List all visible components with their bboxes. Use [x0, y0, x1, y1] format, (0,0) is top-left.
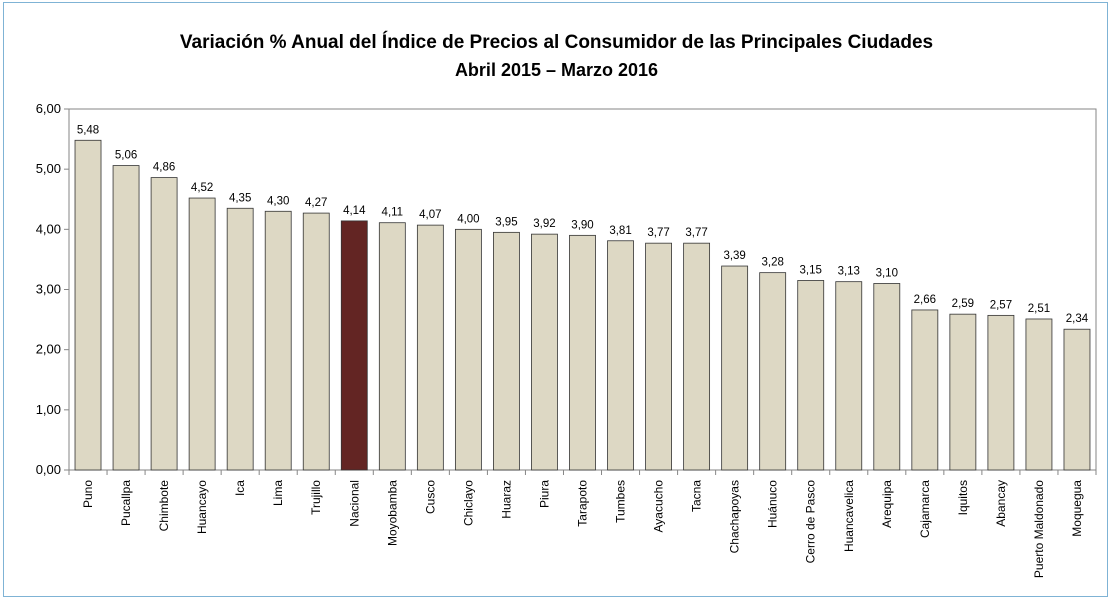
bar [340, 220, 368, 471]
x-tick-label: Huaraz [499, 480, 513, 519]
data-label: 3,28 [761, 257, 783, 269]
data-label: 4,11 [382, 207, 404, 219]
y-tick-label: 3,00 [36, 282, 61, 297]
bar [911, 309, 939, 471]
x-tick-label: Ica [233, 480, 247, 496]
chart-subtitle: Abril 2015 – Marzo 2016 [454, 60, 659, 80]
bar [188, 197, 216, 471]
data-label: 2,66 [914, 294, 936, 306]
data-label: 4,27 [305, 197, 327, 209]
bar [302, 212, 330, 471]
data-label: 2,57 [990, 299, 1012, 311]
bar [759, 272, 787, 471]
x-tick-label: Nacional [347, 480, 361, 527]
x-tick-label: Puno [81, 480, 95, 508]
x-tick-label: Huancavelica [842, 480, 856, 552]
bar [531, 233, 558, 471]
data-label: 2,51 [1028, 303, 1050, 315]
bar [797, 280, 825, 471]
bar [416, 224, 444, 471]
data-label: 4,14 [343, 205, 366, 217]
data-label: 3,77 [685, 227, 707, 239]
x-tick-label: Chiclayo [461, 480, 475, 526]
y-tick-label: 2,00 [36, 342, 61, 357]
x-tick-label: Chachapoyas [728, 480, 742, 553]
bar [835, 281, 863, 471]
y-tick-label: 4,00 [36, 221, 61, 236]
bar [987, 314, 1015, 471]
x-tick-label: Huánuco [766, 480, 780, 528]
x-tick-label: Cerro de Pasco [804, 480, 818, 564]
bar [873, 283, 901, 471]
x-tick-label: Arequipa [880, 480, 894, 528]
data-label: 4,86 [153, 162, 175, 174]
bar [264, 210, 292, 471]
bar [721, 265, 749, 471]
chart-title: Variación % Anual del Índice de Precios … [179, 32, 934, 53]
x-tick-label: Puerto Maldonado [1032, 480, 1046, 578]
bar [74, 139, 102, 471]
y-tick-label: 5,00 [36, 161, 61, 176]
x-tick-label: Moyobamba [385, 480, 399, 546]
x-tick-label: Iquitos [956, 480, 970, 515]
data-label: 3,39 [723, 250, 745, 262]
data-label: 4,30 [267, 195, 289, 207]
x-tick-label: Tacna [690, 480, 704, 512]
data-label: 3,90 [571, 219, 593, 231]
data-label: 4,35 [229, 192, 251, 204]
bar [226, 207, 254, 471]
x-tick-label: Piura [537, 480, 551, 508]
data-label: 2,34 [1066, 313, 1089, 325]
data-label: 5,48 [77, 124, 99, 136]
bar [607, 240, 634, 471]
data-label: 3,77 [647, 227, 669, 239]
y-tick-label: 1,00 [36, 402, 61, 417]
bar [683, 242, 711, 471]
data-label: 3,95 [495, 216, 517, 228]
data-label: 3,92 [533, 218, 555, 230]
bar [150, 177, 178, 471]
x-tick-label: Trujillo [309, 480, 323, 515]
x-tick-label: Huancayo [195, 480, 209, 534]
bar [645, 242, 672, 471]
x-tick-label: Lima [271, 480, 285, 506]
x-tick-label: Pucallpa [119, 480, 133, 526]
bar [454, 228, 482, 471]
bar [949, 313, 977, 471]
data-label: 4,07 [419, 209, 441, 221]
x-tick-label: Tarapoto [576, 480, 590, 527]
bar [112, 165, 140, 471]
data-label: 4,00 [457, 213, 479, 225]
data-label: 3,81 [609, 225, 631, 237]
data-label: 5,06 [115, 150, 137, 162]
bar [493, 231, 520, 471]
bar [378, 222, 406, 471]
data-label: 2,59 [952, 298, 974, 310]
x-tick-label: Tumbes [614, 480, 628, 523]
y-tick-label: 0,00 [36, 462, 61, 477]
bar [569, 234, 596, 471]
x-tick-label: Moquegua [1070, 480, 1084, 537]
bar [1025, 318, 1053, 471]
x-tick-label: Cusco [423, 480, 437, 514]
x-tick-label: Chimbote [157, 480, 171, 532]
y-tick-label: 6,00 [36, 101, 61, 116]
x-tick-label: Ayacucho [652, 480, 666, 533]
x-tick-label: Cajamarca [918, 480, 932, 538]
data-label: 3,13 [838, 266, 860, 278]
data-label: 3,15 [800, 264, 822, 276]
data-label: 4,52 [191, 182, 213, 194]
bar [1063, 328, 1091, 471]
x-tick-label: Abancay [994, 480, 1008, 527]
data-label: 3,10 [876, 267, 898, 279]
